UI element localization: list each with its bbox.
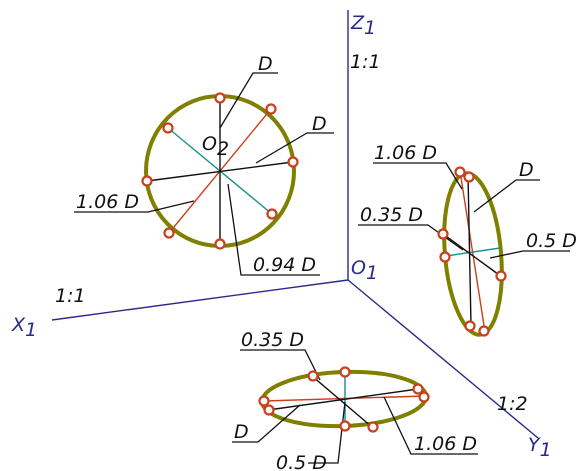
axes bbox=[51, 10, 539, 439]
side-label-d-top: D bbox=[519, 159, 534, 181]
z-axis-label: Z1 bbox=[350, 12, 376, 39]
side-minor-axis bbox=[445, 247, 501, 257]
front-point-major-bottom bbox=[163, 227, 175, 239]
front-label-094d: 0.94 D bbox=[253, 254, 316, 276]
side-points bbox=[437, 166, 507, 337]
top-point-1 bbox=[307, 370, 319, 382]
side-label-106d: 1.06 D bbox=[374, 142, 437, 164]
top-label-d-left: D bbox=[234, 421, 249, 443]
x-axis-label: X1 bbox=[11, 314, 37, 341]
side-view: 1.06 D D 0.35 D 0.5 D bbox=[358, 142, 576, 337]
top-diameter-1 bbox=[311, 375, 373, 428]
front-horizontal-diameter bbox=[146, 161, 294, 182]
side-label-05d: 0.5 D bbox=[526, 230, 576, 252]
top-view: 0.35 D D 0.5 D 1.06 D bbox=[232, 329, 478, 471]
top-point-2 bbox=[339, 366, 351, 378]
top-point-4 bbox=[263, 404, 275, 416]
x-axis bbox=[51, 279, 349, 321]
front-leader-d-right bbox=[255, 132, 334, 164]
top-label-106d: 1.06 D bbox=[414, 433, 477, 455]
top-point-5 bbox=[412, 383, 424, 395]
side-point-5 bbox=[495, 270, 507, 282]
side-point-2 bbox=[463, 171, 475, 183]
front-view: O2 D D 1.06 D 0.94 D bbox=[74, 53, 334, 276]
front-point-major-top bbox=[265, 103, 277, 115]
front-leader-094d bbox=[227, 183, 320, 276]
z-axis-scale: 1:1 bbox=[350, 51, 381, 73]
top-label-05d: 0.5 D bbox=[276, 452, 327, 471]
side-point-3 bbox=[437, 228, 449, 240]
x-axis-scale: 1:1 bbox=[55, 285, 86, 307]
front-points bbox=[141, 92, 299, 250]
y-axis bbox=[347, 279, 539, 439]
front-point-top bbox=[214, 92, 226, 104]
front-label-d-top: D bbox=[258, 53, 273, 75]
front-leader-106d bbox=[74, 200, 195, 213]
top-point-3 bbox=[258, 395, 270, 407]
side-point-7 bbox=[478, 325, 490, 337]
side-diameter-2 bbox=[442, 233, 503, 278]
front-point-bottom bbox=[214, 238, 226, 250]
side-point-4 bbox=[439, 251, 451, 263]
top-points bbox=[258, 366, 430, 433]
side-leader-035d bbox=[358, 224, 464, 251]
top-diameter-2 bbox=[267, 388, 419, 411]
top-leader-106d bbox=[383, 396, 478, 455]
top-point-7 bbox=[339, 420, 351, 432]
side-point-1 bbox=[454, 166, 466, 178]
front-label-106d: 1.06 D bbox=[76, 191, 139, 213]
side-point-6 bbox=[464, 320, 476, 332]
top-label-035d: 0.35 D bbox=[241, 329, 304, 351]
top-point-8 bbox=[367, 421, 379, 433]
top-point-6 bbox=[418, 391, 430, 403]
front-leader-d-top bbox=[219, 72, 278, 129]
front-point-minor-top bbox=[162, 122, 174, 134]
front-point-minor-bottom bbox=[266, 208, 278, 220]
side-leader-05d bbox=[489, 250, 570, 259]
side-diameter-1 bbox=[467, 173, 472, 327]
top-leader-d-left bbox=[232, 404, 301, 443]
front-center-label: O2 bbox=[202, 133, 229, 160]
side-label-035d: 0.35 D bbox=[360, 204, 423, 226]
front-point-right bbox=[287, 156, 299, 168]
origin-label: O1 bbox=[351, 257, 378, 284]
side-leader-106d bbox=[373, 162, 463, 190]
y-axis-label: Y1 bbox=[528, 434, 552, 461]
side-leader-d-top bbox=[473, 179, 540, 213]
y-axis-scale: 1:2 bbox=[497, 393, 528, 415]
front-label-d-right: D bbox=[312, 113, 327, 135]
top-leader-035d bbox=[240, 349, 321, 381]
front-point-left bbox=[141, 175, 153, 187]
